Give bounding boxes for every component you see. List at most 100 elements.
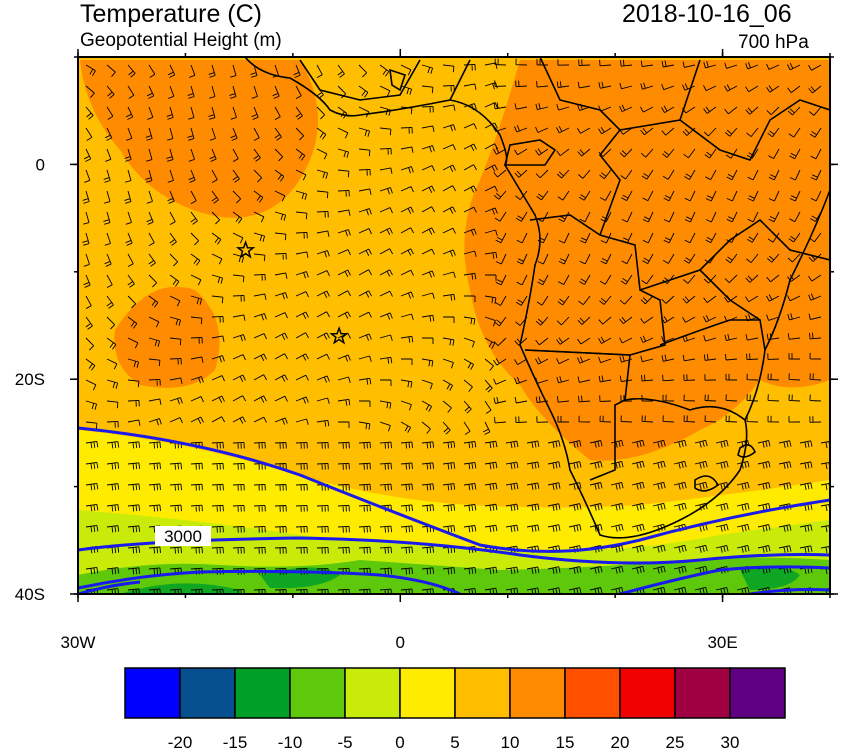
wind-barb [103,169,111,183]
colorbar-swatch [509,667,566,719]
wind-barb [820,524,830,533]
wind-barb [104,232,111,246]
wind-barb [809,106,822,116]
wind-barb [400,126,413,134]
contour-label-box [155,526,211,546]
wind-barb [106,567,120,575]
wind-barb [556,337,570,345]
wind-barb [568,461,582,469]
wind-barb [442,421,451,435]
height-contour [78,426,830,553]
wind-barb [379,462,392,470]
wind-barb [127,441,141,449]
wind-barb [85,379,97,391]
coastlines [244,57,830,539]
wind-barb [778,440,792,448]
wind-barb [211,504,224,512]
wind-barb [661,105,675,113]
wind-barb [725,253,738,264]
wind-barb [484,164,498,172]
wind-barb [85,64,96,77]
wind-barb [127,295,137,309]
wind-barb [766,274,780,283]
wind-barb [535,148,549,156]
wind-barb [463,164,477,171]
wind-barb [767,394,780,402]
wind-barb [787,295,801,302]
station-star-icon [329,325,349,345]
wind-barb [598,375,612,383]
wind-barb [610,481,624,490]
stations [235,240,349,345]
wind-barb [463,358,474,370]
wind-barb [211,211,221,225]
wind-barb [789,169,801,181]
wind-barb [556,376,570,384]
wind-barb [725,373,738,381]
wind-barb [148,274,158,288]
wind-barb [125,232,133,246]
wind-barb [577,337,591,345]
wind-barb [442,567,456,575]
wind-barb [400,227,414,234]
wind-barb [526,482,540,490]
wind-barb [442,525,456,533]
wind-barb [442,185,456,192]
wind-barb [295,148,306,161]
wind-barb [169,462,182,470]
wind-barb [767,415,780,423]
wind-barb [295,251,309,258]
wind-barb [85,358,96,371]
wind-barb [274,417,288,425]
wind-barb [232,148,239,162]
colorbar-label: -10 [278,733,303,750]
wind-barb [232,334,246,342]
wind-barb [208,64,216,78]
colorbar-swatch [179,667,236,719]
wind-barb [232,314,246,321]
wind-barb [442,400,452,413]
wind-barb [787,253,801,263]
wind-barb [421,270,435,278]
wind-barb [379,269,393,277]
wind-barb [820,461,830,470]
wind-barb [599,190,612,201]
wind-barb [703,335,717,342]
wind-barb [379,64,390,77]
wind-barb [338,421,350,428]
wind-barb [557,190,570,201]
country-border [639,218,830,291]
wind-barb [484,185,498,192]
wind-barb [421,227,435,235]
wind-barb [232,546,245,554]
wind-barb [232,525,245,533]
wind-barb [767,232,780,243]
wind-barb [662,415,675,423]
wind-barb [379,227,393,236]
wind-barb [253,588,266,594]
wind-barb [253,441,266,449]
wind-barb [724,106,738,115]
wind-barb [253,504,266,512]
wind-barb [640,316,654,324]
colorbar-swatch [564,667,621,719]
wind-barb [463,63,476,71]
wind-barb [610,565,624,574]
wind-barb [484,82,498,90]
wind-barb [556,104,570,111]
wind-barb [715,544,729,553]
wind-barb [715,439,729,448]
wind-barb [85,524,99,533]
wind-barb [724,84,738,92]
y-axis-labels: 0 20S 40S [15,155,45,604]
wind-barb [778,524,792,532]
wind-barb [694,544,708,553]
wind-barb [274,148,284,162]
wind-barb [494,58,507,66]
wind-barb [705,190,717,202]
wind-barb [578,415,591,423]
wind-barb [652,481,666,490]
wind-barb [556,316,570,326]
wind-barb [619,148,633,158]
